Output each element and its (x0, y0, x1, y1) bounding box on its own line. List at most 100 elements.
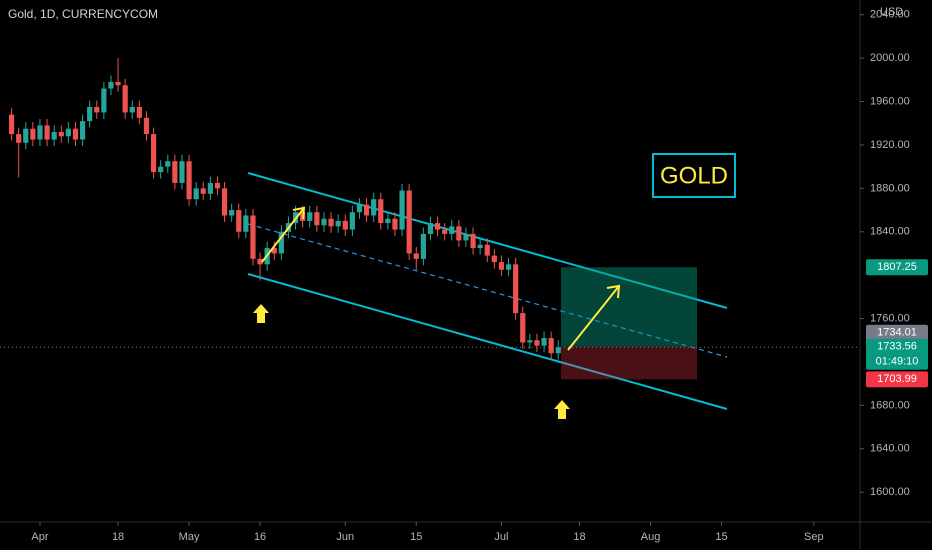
arrow-head (292, 206, 306, 220)
candle-body (406, 190, 412, 254)
candle-body (505, 264, 512, 270)
candle-body (456, 226, 462, 241)
candle-body (257, 258, 263, 265)
x-tick-label: 18 (112, 531, 124, 543)
candle-body (371, 199, 377, 216)
candle-body (477, 244, 483, 249)
x-tick-label: Jul (494, 531, 508, 543)
candle-body (214, 182, 221, 189)
candle-body (442, 229, 448, 234)
profit-zone (561, 267, 697, 347)
candle-body (321, 218, 327, 226)
candle-body (115, 82, 121, 86)
price-tag-label: 1733.56 (877, 341, 917, 353)
candle-body (498, 262, 505, 270)
candle-body (307, 212, 313, 221)
candle-body (420, 233, 426, 259)
candle-body (165, 161, 171, 167)
y-tick-label: 1640.00 (870, 443, 910, 455)
candle-body (314, 212, 320, 226)
y-tick-label: 1960.00 (870, 95, 910, 107)
annotation: GOLD (660, 162, 728, 189)
y-tick-label: 1880.00 (870, 182, 910, 194)
candle-body (250, 215, 256, 259)
label-box (652, 153, 736, 198)
candle-body (349, 212, 355, 230)
price-tag (866, 259, 928, 276)
candle-body (150, 134, 157, 173)
price-tag (866, 338, 928, 370)
x-tick-label: 18 (573, 531, 585, 543)
candle-body (278, 231, 284, 254)
candle-body (520, 313, 526, 343)
candle-body (94, 106, 100, 113)
price-tag-label: 1734.01 (877, 327, 917, 339)
candle-body (548, 338, 554, 354)
y-unit: USD (880, 6, 903, 18)
candle-body (101, 88, 107, 113)
candle-body (385, 218, 391, 224)
candle-body (470, 233, 476, 249)
candle-body (555, 347, 561, 354)
candle-body (484, 244, 490, 256)
candle-body (172, 161, 178, 183)
price-tag-label: 1703.99 (877, 373, 917, 385)
x-tick-label: 15 (715, 531, 727, 543)
candle-body (392, 218, 398, 230)
candle-body (413, 253, 419, 259)
x-tick-label: Apr (31, 531, 48, 543)
candle-body (158, 166, 164, 173)
candle-body (399, 190, 405, 230)
x-tick-label: 15 (410, 531, 422, 543)
candle-body (143, 117, 150, 135)
candle-body (200, 188, 206, 194)
candle-body (363, 204, 370, 216)
candle-body (513, 264, 519, 314)
candle-body (328, 218, 334, 227)
candle-body (335, 220, 341, 227)
candle-body (108, 82, 114, 89)
candle-body (186, 161, 192, 200)
x-tick-label: 16 (254, 531, 266, 543)
candle-body (207, 182, 213, 194)
candle-body (72, 128, 79, 140)
price-tag (866, 324, 928, 341)
candle-body (23, 128, 29, 143)
candle-body (65, 128, 71, 137)
candle-body (271, 248, 277, 254)
candle-body (534, 340, 540, 346)
price-tag (866, 371, 928, 388)
candle-body (427, 223, 434, 234)
candle-body (356, 204, 363, 213)
y-tick-label: 1840.00 (870, 226, 910, 238)
candle-body (16, 134, 22, 143)
candle-body (491, 255, 497, 263)
candle-body (51, 131, 57, 140)
x-tick-label: Sep (804, 531, 824, 543)
candle-body (37, 125, 43, 140)
y-tick-label: 1920.00 (870, 139, 910, 151)
candle-body (8, 114, 15, 135)
candle-body (129, 106, 135, 113)
candle-body (243, 215, 249, 232)
candle-body (87, 106, 93, 122)
up-arrow-icon (253, 304, 269, 323)
up-arrow-icon (554, 400, 570, 419)
arrow (261, 207, 305, 263)
candle-body (44, 125, 50, 140)
loss-zone (561, 346, 697, 380)
candle-body (342, 220, 348, 230)
candle-body (193, 188, 199, 200)
chart-title: Gold, 1D, CURRENCYCOM (8, 7, 158, 21)
y-tick-label: 1760.00 (870, 312, 910, 324)
candle-body (378, 199, 384, 224)
candle-body (122, 85, 128, 113)
candle-body (236, 210, 242, 232)
arrow-head (606, 284, 621, 299)
y-tick-label: 2000.00 (870, 52, 910, 64)
candle-body (58, 131, 64, 137)
channel-lower (247, 273, 728, 410)
candle-body (221, 188, 228, 216)
candle-body (463, 233, 469, 241)
